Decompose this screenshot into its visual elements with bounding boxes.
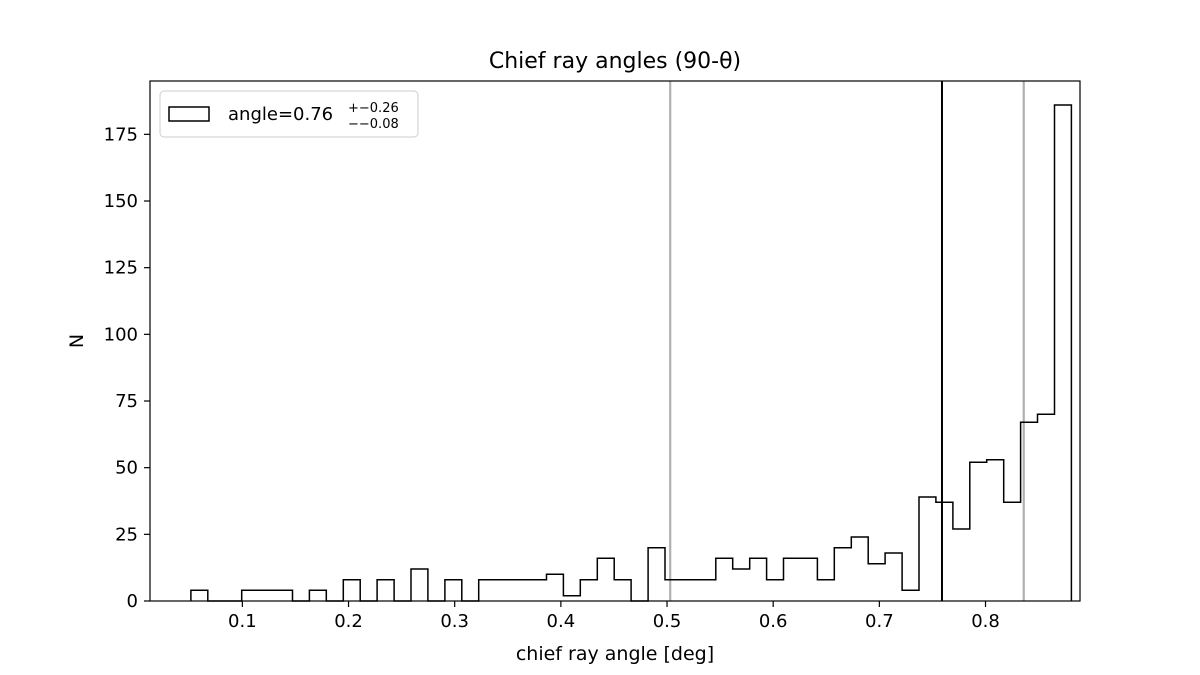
legend-label-subscript: −−0.08 (348, 117, 399, 132)
legend-label-superscript: +−0.26 (348, 101, 399, 116)
y-tick-label: 25 (115, 524, 138, 545)
histogram-outline (190, 104, 1073, 602)
y-tick-label: 50 (115, 458, 138, 479)
y-tick-label: 125 (104, 258, 138, 279)
x-axis-ticks: 0.1 0.2 0.3 0.4 0.5 0.6 0.7 0.8 (228, 601, 1000, 632)
y-tick-label: 100 (104, 324, 138, 345)
reference-lines (669, 81, 1025, 601)
y-tick-label: 175 (104, 124, 138, 145)
x-tick-label: 0.6 (759, 611, 788, 632)
legend: angle=0.76 +−0.26 −−0.08 (159, 90, 419, 138)
y-axis-ticks: 0 25 50 75 100 125 150 175 (104, 124, 150, 612)
x-tick-label: 0.3 (440, 611, 469, 632)
legend-box (159, 90, 419, 138)
y-tick-label: 75 (115, 391, 138, 412)
y-tick-label: 150 (104, 191, 138, 212)
chart-title: Chief ray angles (90-θ) (489, 49, 741, 74)
x-tick-label: 0.2 (334, 611, 363, 632)
x-tick-label: 0.1 (228, 611, 257, 632)
x-tick-label: 0.5 (653, 611, 682, 632)
legend-label: angle=0.76 (228, 104, 333, 125)
x-tick-label: 0.7 (865, 611, 894, 632)
x-axis-label: chief ray angle [deg] (516, 643, 714, 665)
x-tick-label: 0.4 (547, 611, 576, 632)
y-tick-label: 0 (127, 591, 138, 612)
plot-frame (149, 80, 1081, 602)
x-tick-label: 0.8 (971, 611, 1000, 632)
legend-swatch (168, 106, 210, 122)
y-axis-label: N (66, 334, 88, 348)
